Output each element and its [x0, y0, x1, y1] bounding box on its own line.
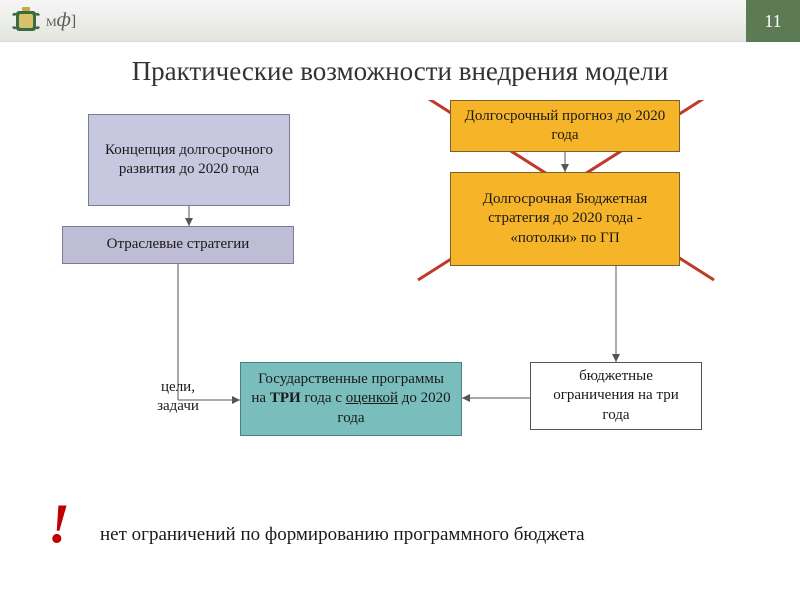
box-concept-text: Концепция долгосрочного развития до 2020… [97, 141, 281, 179]
box-programs-text: Государственные программы на ТРИ года с … [249, 370, 453, 428]
footer-note: нет ограничений по формированию программ… [100, 524, 585, 546]
box-forecast: Долгосрочный прогноз до 2020 года [450, 100, 680, 152]
logo-emblem [10, 5, 42, 37]
mf-m: М [46, 15, 57, 30]
box-constraints-text: бюджетные ограничения на три года [539, 367, 693, 425]
mf-bracket: ] [71, 13, 76, 31]
box-sector: Отраслевые стратегии [62, 226, 294, 264]
box-strategy: Долгосрочная Бюджетная стратегия до 2020… [450, 172, 680, 266]
page-number: 11 [746, 0, 800, 42]
diagram-canvas: Концепция долгосрочного развития до 2020… [0, 100, 800, 600]
mf-phi: ф [57, 9, 71, 32]
box-programs: Государственные программы на ТРИ года с … [240, 362, 462, 436]
box-strategy-text: Долгосрочная Бюджетная стратегия до 2020… [459, 190, 671, 248]
slide-header: М ф ] 11 [0, 0, 800, 42]
box-concept: Концепция долгосрочного развития до 2020… [88, 114, 290, 206]
box-constraints: бюджетные ограничения на три года [530, 362, 702, 430]
box-forecast-text: Долгосрочный прогноз до 2020 года [459, 107, 671, 145]
box-sector-text: Отраслевые стратегии [107, 235, 250, 254]
label-goals-line1: цели, [161, 379, 195, 395]
mf-label: М ф ] [46, 9, 76, 32]
label-goals: цели, задачи [148, 378, 208, 416]
exclamation-mark: ! [48, 492, 70, 556]
label-goals-line2: задачи [157, 398, 199, 414]
slide-title: Практические возможности внедрения модел… [0, 56, 800, 87]
